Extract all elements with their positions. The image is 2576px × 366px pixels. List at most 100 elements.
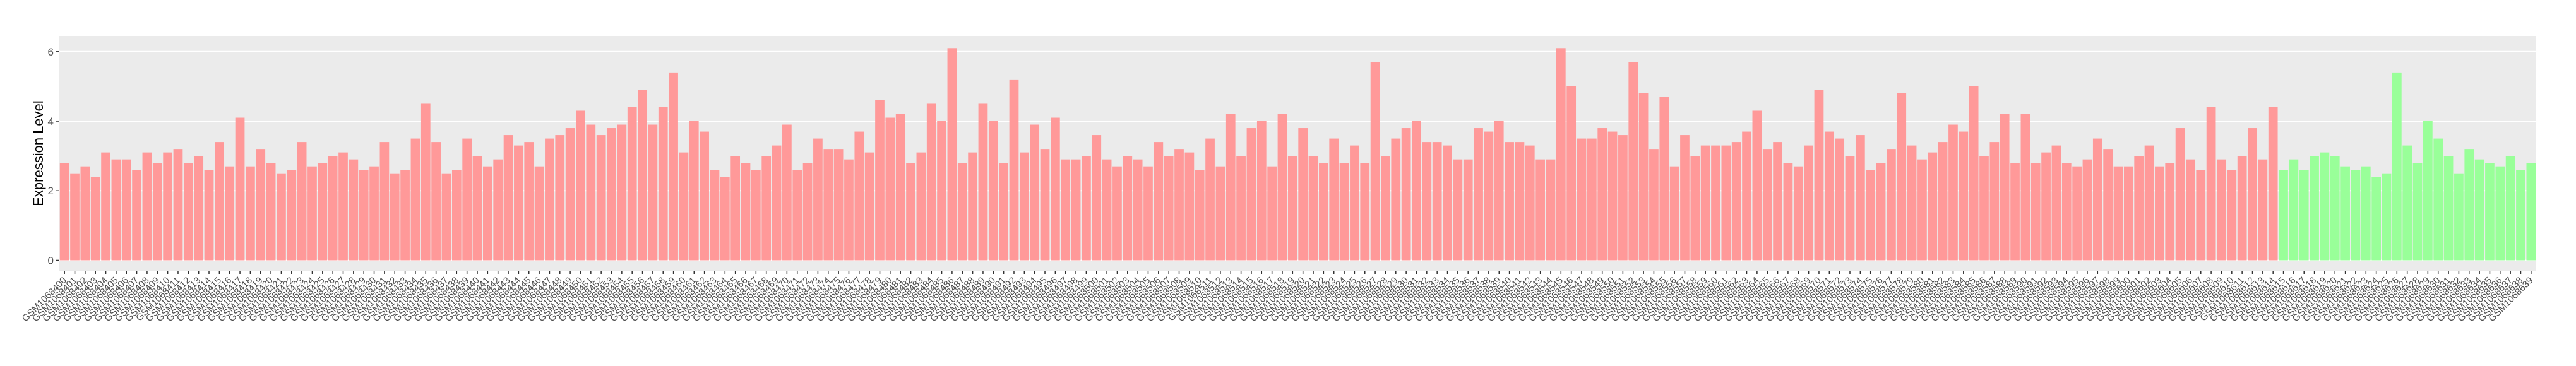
bar <box>1360 163 1370 261</box>
bar <box>142 152 152 261</box>
bar <box>1225 114 1236 261</box>
bar <box>225 166 235 261</box>
bar <box>163 152 172 261</box>
bar <box>1102 159 1112 261</box>
bar <box>277 173 286 261</box>
bar <box>1721 145 1731 261</box>
bar <box>338 152 348 261</box>
bar <box>1731 142 1741 261</box>
bar <box>1133 159 1143 261</box>
bar <box>1432 142 1442 261</box>
bar <box>957 163 967 261</box>
bar <box>730 156 741 261</box>
bar <box>1463 159 1473 261</box>
bar <box>864 152 874 261</box>
bar <box>627 107 637 261</box>
bar <box>968 152 977 261</box>
bar <box>390 173 400 261</box>
bar <box>1236 156 1246 261</box>
bar <box>1638 93 1649 261</box>
bar <box>2402 145 2412 261</box>
bar <box>379 142 390 261</box>
bar <box>1205 138 1215 261</box>
bar <box>2268 107 2278 261</box>
bar <box>2361 166 2371 261</box>
bar <box>751 170 761 261</box>
bar <box>885 117 895 261</box>
bar <box>111 159 121 261</box>
bar <box>1009 79 1019 261</box>
bar <box>555 135 565 261</box>
bar <box>2051 145 2061 261</box>
bar <box>1298 128 1308 261</box>
bar <box>70 173 80 261</box>
bar <box>132 170 141 261</box>
bar <box>1030 124 1040 261</box>
bar <box>1959 131 1969 261</box>
bar <box>1484 131 1494 261</box>
bar <box>1453 159 1463 261</box>
bar <box>328 156 338 261</box>
bar <box>854 131 864 261</box>
bar <box>1742 131 1751 261</box>
bar <box>2299 170 2309 261</box>
bar <box>1277 114 1287 261</box>
bar <box>2351 170 2361 261</box>
bar <box>1824 131 1834 261</box>
bar <box>441 173 451 261</box>
bar <box>2010 163 2020 261</box>
bar <box>1164 156 1174 261</box>
bar <box>2155 166 2164 261</box>
bar <box>926 103 936 261</box>
bar <box>514 145 523 261</box>
bar <box>194 156 204 261</box>
bar <box>173 149 183 261</box>
bar <box>844 159 854 261</box>
bar <box>1700 145 1710 261</box>
y-axis-title: Expression Level <box>30 100 46 206</box>
bar <box>772 145 782 261</box>
bar <box>1256 121 1267 261</box>
bar <box>658 107 668 261</box>
bar <box>2310 156 2319 261</box>
bar <box>1061 159 1071 261</box>
bar <box>2330 156 2340 261</box>
bar <box>1329 138 1339 261</box>
bar <box>235 117 245 261</box>
y-tick-label: 0 <box>48 254 54 266</box>
bar <box>2443 156 2454 261</box>
bar <box>988 121 998 261</box>
bar <box>369 166 379 261</box>
bar <box>689 121 699 261</box>
bar <box>152 163 162 261</box>
bar <box>451 170 462 261</box>
bar <box>1350 145 1359 261</box>
bar <box>710 170 720 261</box>
bar <box>1319 163 1328 261</box>
bar <box>1628 62 1638 261</box>
bar <box>2123 166 2133 261</box>
bar <box>1587 138 1597 261</box>
bar <box>2382 173 2392 261</box>
bar <box>2030 163 2041 261</box>
bar <box>462 138 472 261</box>
bar <box>802 163 813 261</box>
bar <box>1659 97 1669 261</box>
bar <box>1690 156 1700 261</box>
bar <box>2000 114 2010 261</box>
bar <box>1215 166 1225 261</box>
bar <box>287 170 297 261</box>
bar <box>2412 163 2423 261</box>
bar <box>679 152 689 261</box>
bar <box>503 135 513 261</box>
bar <box>669 72 678 261</box>
bar <box>617 124 627 261</box>
bar <box>565 128 575 261</box>
bar <box>999 163 1008 261</box>
bar <box>1339 163 1349 261</box>
bar <box>420 103 431 261</box>
bar <box>1752 110 1762 261</box>
bar <box>1618 135 1628 261</box>
